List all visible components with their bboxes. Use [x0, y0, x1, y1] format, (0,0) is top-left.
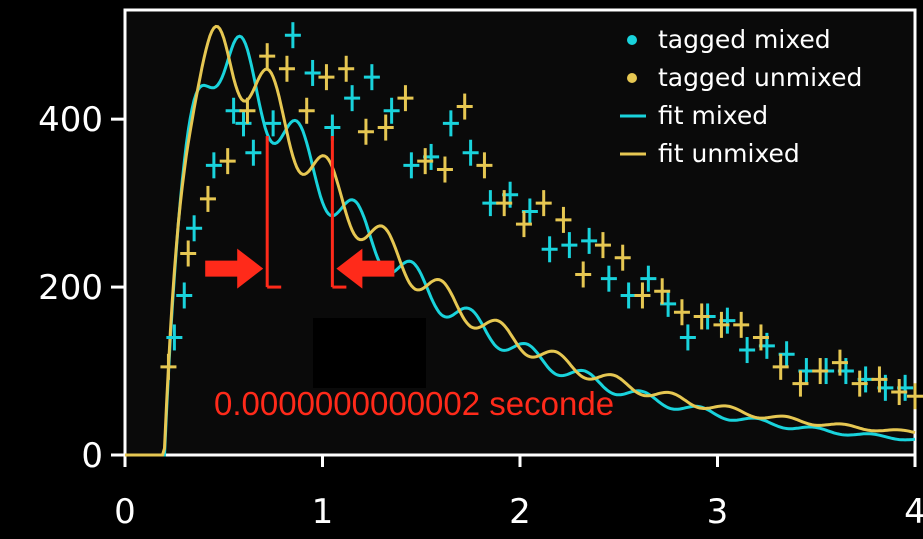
mixed-point: [245, 139, 262, 166]
axes: 0 1 2 3 4 0 200 400: [38, 100, 923, 532]
legend: tagged mixed tagged unmixed fit mixed fit u…: [620, 25, 862, 168]
unmixed-point: [713, 311, 730, 338]
unmixed-point: [733, 311, 750, 338]
unmixed-point: [812, 358, 829, 385]
mixed-point: [640, 265, 657, 292]
unmixed-point: [199, 185, 216, 212]
unmixed-point: [160, 353, 177, 380]
unmixed-point: [772, 353, 789, 380]
mixed-point: [679, 324, 696, 351]
unmixed-point: [614, 244, 631, 271]
mixed-point: [363, 64, 380, 91]
unmixed-point: [318, 64, 335, 91]
unmixed-point: [555, 206, 572, 233]
unmixed-point: [338, 55, 355, 82]
black-box: [313, 318, 426, 388]
fit-curves: [125, 24, 916, 457]
mixed-point: [186, 215, 203, 242]
legend-marker-dot: [627, 73, 637, 83]
legend-label: fit unmixed: [658, 139, 800, 168]
legend-entry: tagged mixed: [627, 25, 831, 54]
fit-unmixed-curve: [125, 24, 916, 457]
mixed-point: [176, 282, 193, 309]
unmixed-point: [219, 148, 236, 175]
unmixed-point: [239, 97, 256, 124]
mixed-point: [344, 85, 361, 112]
mixed-point: [739, 337, 756, 364]
mixed-point: [225, 97, 242, 124]
unmixed-point: [575, 261, 592, 288]
legend-entry: fit unmixed: [620, 139, 800, 168]
mixed-point: [600, 265, 617, 292]
period-annotation: 0.0000000000002 seconde: [214, 385, 614, 422]
legend-label: tagged unmixed: [658, 63, 862, 92]
unmixed-point: [515, 211, 532, 238]
x-tick-label: 0: [114, 492, 136, 532]
unmixed-point: [417, 148, 434, 175]
mixed-point: [482, 190, 499, 217]
unmixed-point: [298, 97, 315, 124]
unmixed-point: [871, 366, 888, 393]
mixed-point: [304, 59, 321, 86]
unmixed-point: [673, 299, 690, 326]
x-tick-label: 2: [509, 492, 531, 532]
unmixed-point: [180, 240, 197, 267]
unmixed-point: [496, 190, 513, 217]
unmixed-point: [831, 349, 848, 376]
legend-marker-dot: [627, 35, 637, 45]
unmixed-point: [377, 114, 394, 141]
mixed-point: [284, 22, 301, 49]
annotation-group: 0.0000000000002 seconde: [205, 135, 614, 422]
x-tick-label: 4: [904, 492, 923, 532]
y-tick-label: 400: [38, 100, 103, 140]
y-tick-label: 200: [38, 268, 103, 308]
legend-entry: tagged unmixed: [627, 63, 862, 92]
unmixed-point: [594, 232, 611, 259]
mixed-point: [442, 110, 459, 137]
unmixed-point: [278, 55, 295, 82]
unmixed-point: [907, 383, 923, 410]
unmixed-point: [397, 85, 414, 112]
unmixed-point: [259, 43, 276, 70]
fit-mixed-curve: [125, 34, 916, 457]
legend-label: tagged mixed: [658, 25, 831, 54]
mixed-point: [541, 236, 558, 263]
unmixed-point: [752, 324, 769, 351]
unmixed-point: [851, 370, 868, 397]
x-tick-label: 3: [707, 492, 729, 532]
mixed-point: [462, 139, 479, 166]
unmixed-point: [535, 190, 552, 217]
unmixed-point: [476, 152, 493, 179]
arrow-left-icon: [336, 248, 395, 289]
mixed-point: [383, 97, 400, 124]
unmixed-point: [693, 303, 710, 330]
unmixed-point: [792, 370, 809, 397]
mixed-point: [581, 227, 598, 254]
legend-entry: fit mixed: [620, 101, 768, 130]
legend-label: fit mixed: [658, 101, 768, 130]
mixed-point: [265, 110, 282, 137]
unmixed-point: [456, 93, 473, 120]
mixed-point: [205, 152, 222, 179]
unmixed-point: [634, 282, 651, 309]
unmixed-point: [436, 156, 453, 183]
x-tick-label: 1: [312, 492, 334, 532]
mixed-point: [166, 324, 183, 351]
unmixed-point: [654, 278, 671, 305]
mixed-point: [620, 282, 637, 309]
unmixed-point: [357, 118, 374, 145]
arrow-right-icon: [205, 248, 264, 289]
mixed-point: [561, 232, 578, 259]
unmixed-point: [891, 379, 908, 406]
data-points: [160, 22, 923, 410]
mixed-point: [403, 152, 420, 179]
y-tick-label: 0: [81, 436, 103, 476]
